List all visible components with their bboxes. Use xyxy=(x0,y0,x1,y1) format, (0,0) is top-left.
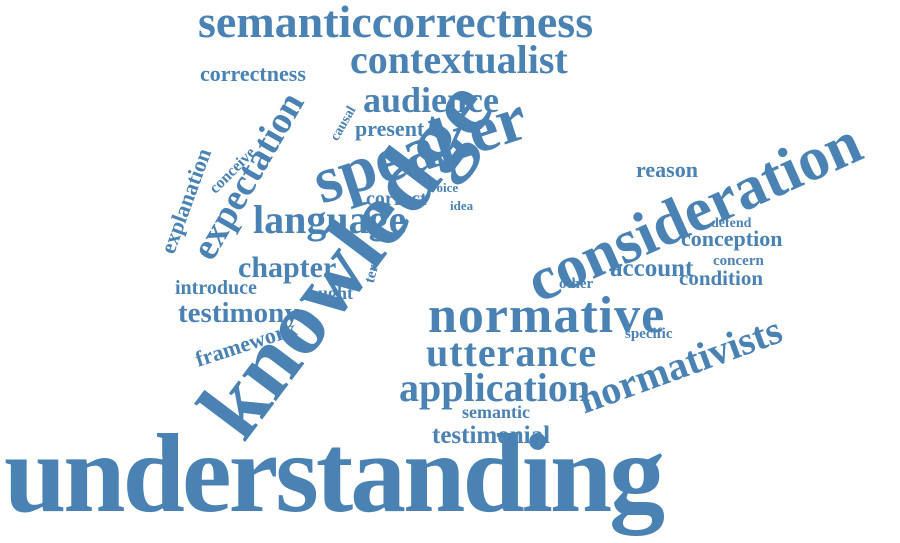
word-semantic: semantic xyxy=(462,402,530,422)
word-application: application xyxy=(399,365,591,410)
word-understanding: understanding xyxy=(4,412,665,536)
word-correct: correct xyxy=(366,188,427,210)
word-reason: reason xyxy=(636,157,698,182)
word-account: account xyxy=(610,255,694,282)
word-condition: condition xyxy=(679,266,764,290)
word-present: present xyxy=(355,116,425,141)
word-correctness: correctness xyxy=(200,61,306,86)
word-conception: conception xyxy=(681,226,783,251)
word-ought: ought xyxy=(309,283,354,303)
word-contextualist: contextualist xyxy=(350,37,568,82)
word-other: other xyxy=(559,276,594,292)
word-testimony: testimony xyxy=(178,297,299,329)
word-defend: defend xyxy=(711,216,752,231)
word-testimonial: testimonial xyxy=(432,422,551,449)
word-semanticcorrectness: semanticcorrectness xyxy=(198,0,594,47)
word-audience: audience xyxy=(363,80,500,120)
word-voice: voice xyxy=(430,180,459,195)
word-specific: specific xyxy=(625,326,673,342)
word-concern: concern xyxy=(713,253,764,269)
word-chapter: chapter xyxy=(238,251,337,284)
word-idea: idea xyxy=(450,198,474,213)
word-utterance: utterance xyxy=(426,330,598,375)
word-introduce: introduce xyxy=(175,277,257,299)
word-language: language xyxy=(253,197,407,242)
word-normative: normative xyxy=(428,287,666,344)
